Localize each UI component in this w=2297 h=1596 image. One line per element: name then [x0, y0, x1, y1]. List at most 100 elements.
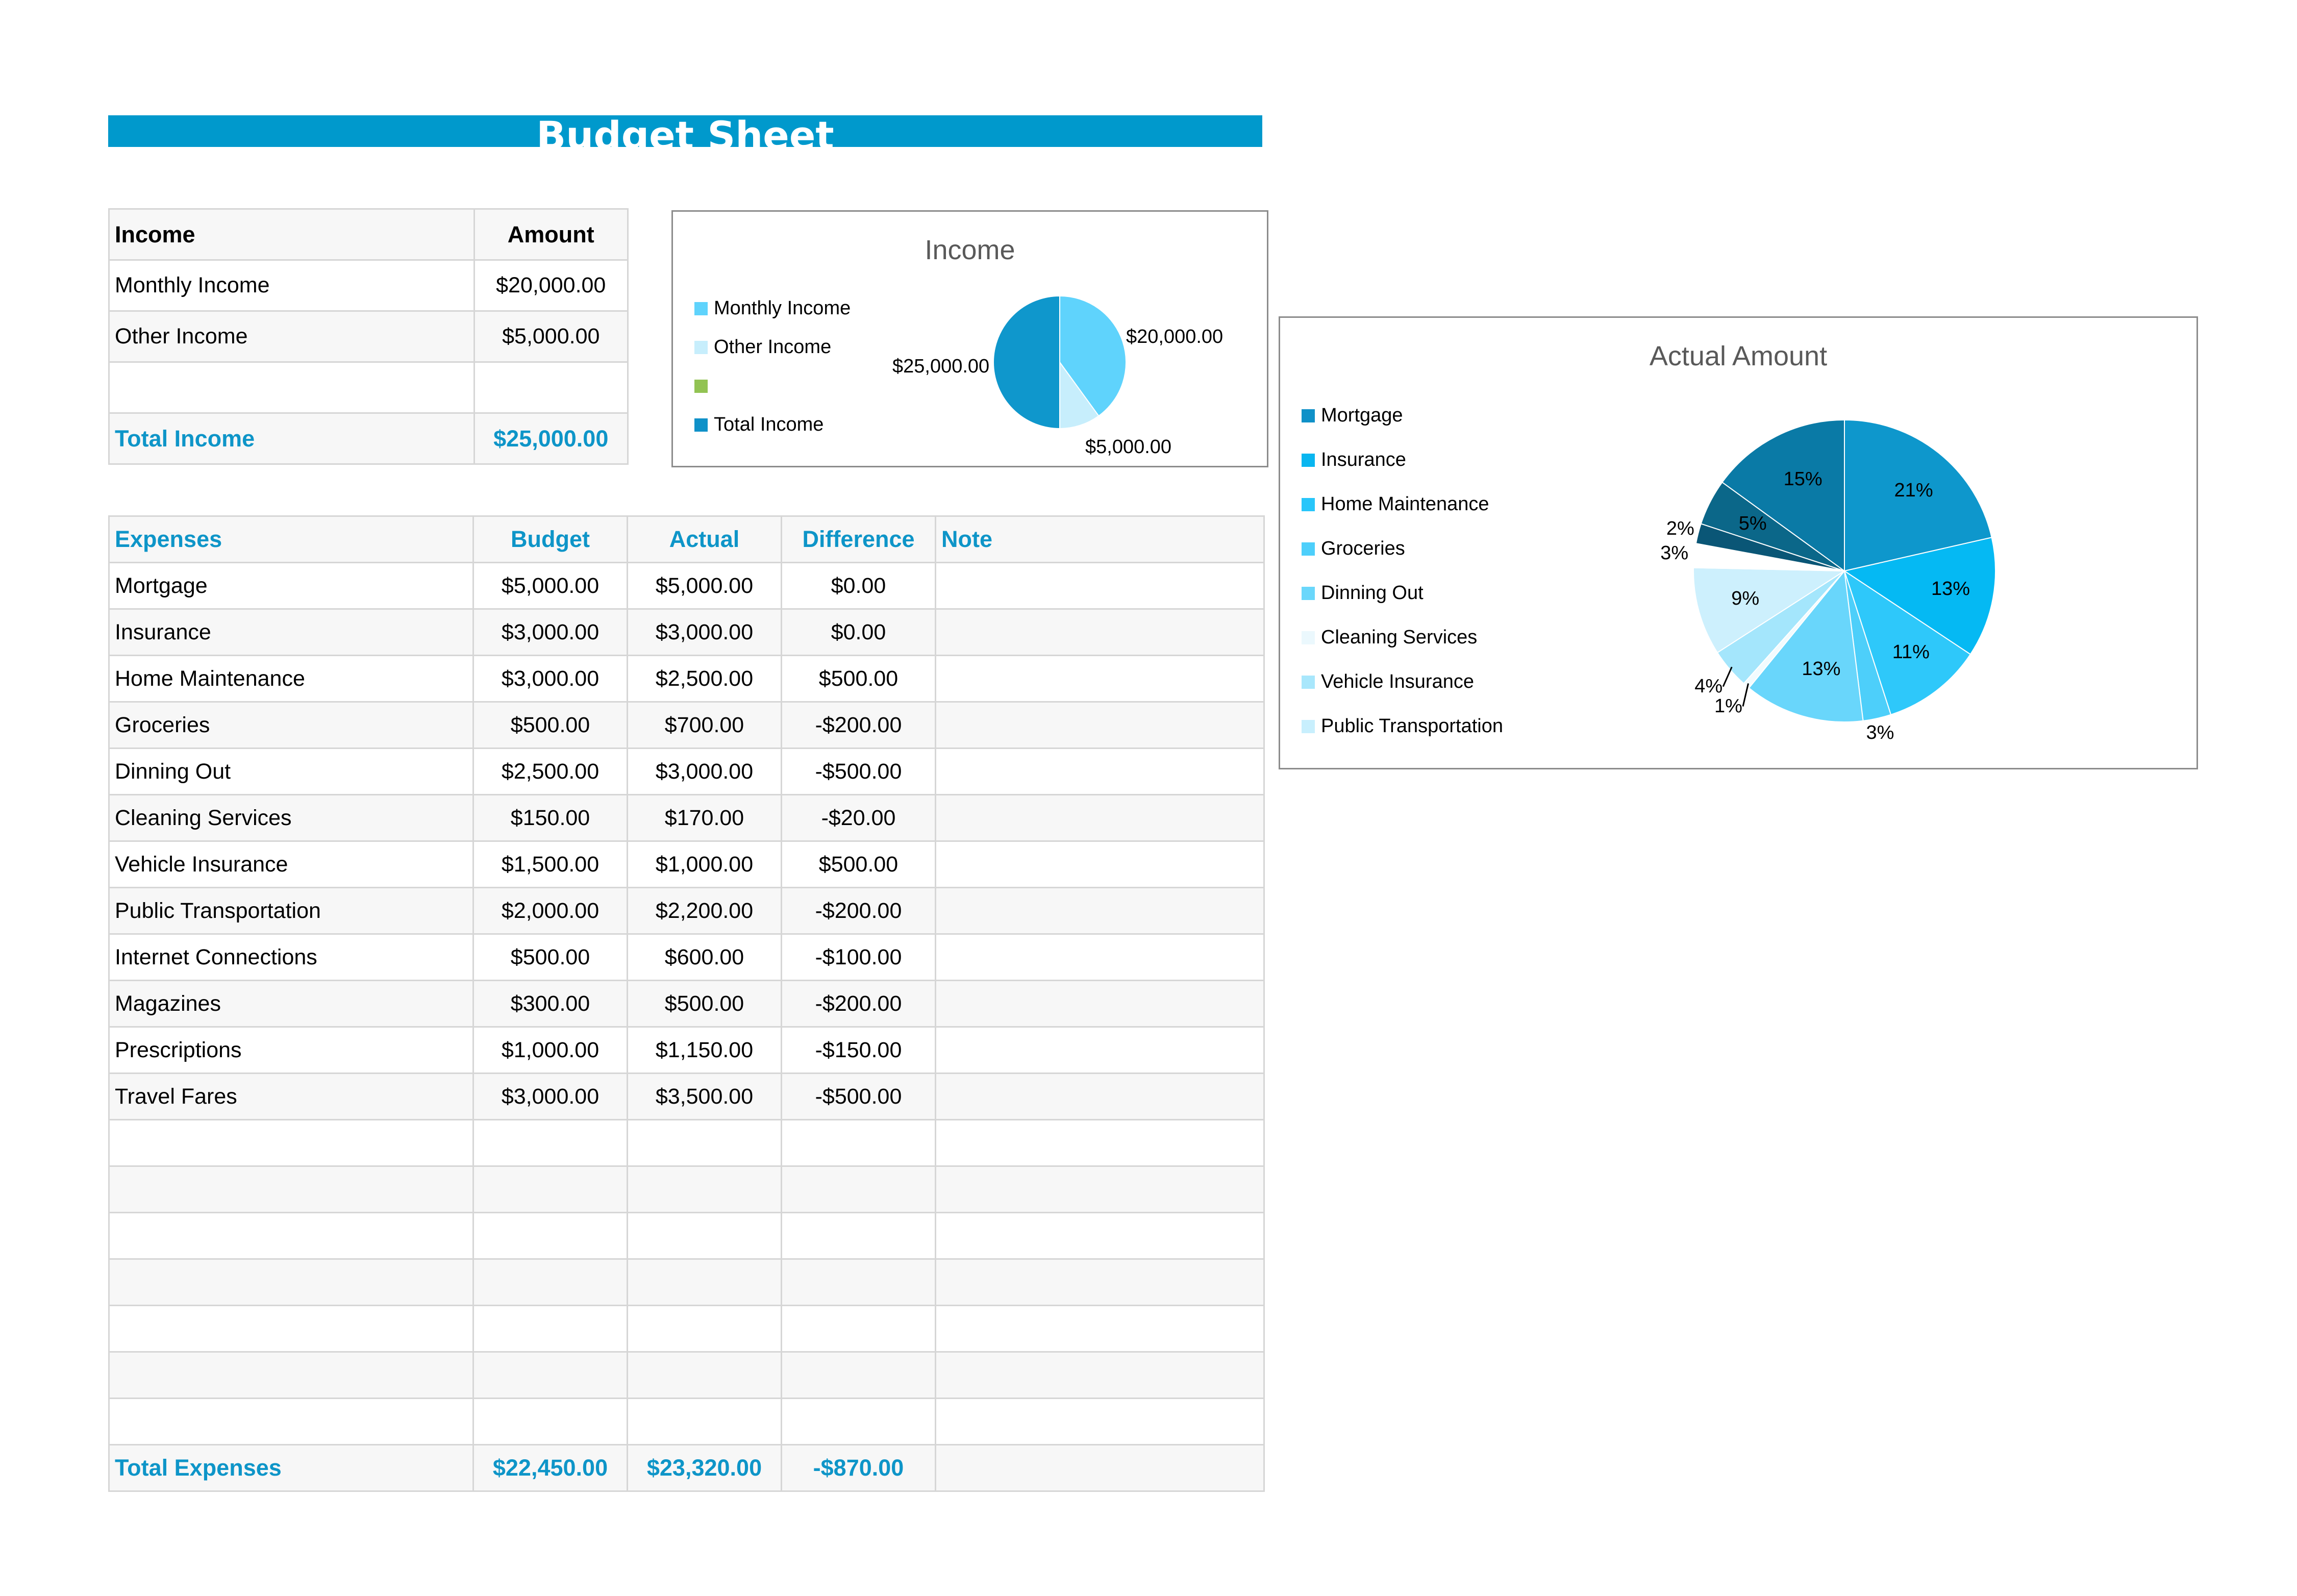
table-cell[interactable]: [935, 933, 1265, 981]
table-cell[interactable]: [472, 1258, 628, 1306]
table-cell[interactable]: $3,000.00: [472, 655, 628, 703]
table-cell[interactable]: [781, 1351, 936, 1399]
table-cell[interactable]: $5,000.00: [627, 562, 782, 610]
table-cell[interactable]: [627, 1398, 782, 1445]
table-cell[interactable]: [935, 840, 1265, 888]
table-cell[interactable]: [108, 1398, 474, 1445]
table-cell[interactable]: $500.00: [781, 655, 936, 703]
table-cell[interactable]: [627, 1165, 782, 1213]
table-cell[interactable]: $2,500.00: [472, 747, 628, 795]
table-cell[interactable]: [781, 1212, 936, 1260]
table-cell[interactable]: $1,150.00: [627, 1026, 782, 1074]
table-cell[interactable]: $500.00: [781, 840, 936, 888]
table-cell[interactable]: [935, 1119, 1265, 1167]
table-cell[interactable]: $5,000.00: [473, 310, 629, 363]
table-cell[interactable]: [108, 1165, 474, 1213]
table-cell[interactable]: [935, 1398, 1265, 1445]
pie-slice[interactable]: [993, 295, 1060, 430]
pie-slice[interactable]: [1843, 569, 1971, 715]
actual-amount-chart[interactable]: Actual Amount Mortgage Insurance Home Main…: [1279, 316, 2198, 769]
table-cell[interactable]: Groceries: [108, 701, 474, 749]
table-cell[interactable]: $0.00: [781, 562, 936, 610]
table-cell[interactable]: $500.00: [627, 980, 782, 1028]
table-cell[interactable]: [108, 1258, 474, 1306]
table-cell[interactable]: Cleaning Services: [108, 794, 474, 842]
total-actual-value[interactable]: $23,320.00: [627, 1444, 782, 1492]
table-cell[interactable]: [935, 1258, 1265, 1306]
pie-slice[interactable]: [1844, 419, 1992, 572]
pie-slice[interactable]: [1843, 537, 1996, 655]
pie-slice[interactable]: [1059, 295, 1127, 417]
total-budget-value[interactable]: $22,450.00: [472, 1444, 628, 1492]
table-cell[interactable]: [935, 655, 1265, 703]
table-cell[interactable]: [781, 1165, 936, 1213]
income-header-cell[interactable]: Income: [108, 208, 475, 261]
table-cell[interactable]: $500.00: [472, 701, 628, 749]
table-cell[interactable]: Mortgage: [108, 562, 474, 610]
table-cell[interactable]: [781, 1119, 936, 1167]
table-cell[interactable]: $500.00: [472, 933, 628, 981]
table-cell[interactable]: Other Income: [108, 310, 475, 363]
pie-slice[interactable]: [1693, 567, 1846, 654]
table-cell[interactable]: Vehicle Insurance: [108, 840, 474, 888]
total-expenses-label[interactable]: Total Expenses: [108, 1444, 474, 1492]
table-cell[interactable]: [935, 701, 1265, 749]
table-cell[interactable]: [627, 1305, 782, 1353]
table-cell[interactable]: [935, 887, 1265, 935]
table-cell[interactable]: Magazines: [108, 980, 474, 1028]
table-cell[interactable]: -$200.00: [781, 887, 936, 935]
table-cell[interactable]: [935, 1073, 1265, 1120]
table-cell[interactable]: [935, 1165, 1265, 1213]
total-income-label[interactable]: Total Income: [108, 412, 475, 465]
table-cell[interactable]: Internet Connections: [108, 933, 474, 981]
table-cell[interactable]: [781, 1398, 936, 1445]
table-cell[interactable]: [935, 980, 1265, 1028]
table-cell[interactable]: $2,200.00: [627, 887, 782, 935]
pie-slice[interactable]: [1721, 419, 1845, 572]
table-cell[interactable]: $2,500.00: [627, 655, 782, 703]
table-cell[interactable]: Prescriptions: [108, 1026, 474, 1074]
table-cell[interactable]: -$200.00: [781, 980, 936, 1028]
table-cell[interactable]: [935, 608, 1265, 656]
table-cell[interactable]: [472, 1212, 628, 1260]
table-cell[interactable]: [781, 1258, 936, 1306]
table-cell[interactable]: $0.00: [781, 608, 936, 656]
table-cell[interactable]: $170.00: [627, 794, 782, 842]
budget-header-cell[interactable]: Budget: [472, 515, 628, 563]
table-cell[interactable]: Insurance: [108, 608, 474, 656]
table-cell[interactable]: -$100.00: [781, 933, 936, 981]
table-cell[interactable]: [108, 1351, 474, 1399]
amount-header-cell[interactable]: Amount: [473, 208, 629, 261]
table-cell[interactable]: -$150.00: [781, 1026, 936, 1074]
table-cell[interactable]: [472, 1351, 628, 1399]
table-cell[interactable]: [935, 1026, 1265, 1074]
table-cell[interactable]: [473, 361, 629, 414]
total-income-value[interactable]: $25,000.00: [473, 412, 629, 465]
table-cell[interactable]: [108, 1305, 474, 1353]
pie-slice[interactable]: [1059, 360, 1100, 430]
table-cell[interactable]: -$20.00: [781, 794, 936, 842]
note-header-cell[interactable]: Note: [935, 515, 1265, 563]
table-cell[interactable]: [108, 1119, 474, 1167]
table-cell[interactable]: [935, 562, 1265, 610]
table-cell[interactable]: -$200.00: [781, 701, 936, 749]
table-cell[interactable]: [472, 1398, 628, 1445]
table-cell[interactable]: [627, 1258, 782, 1306]
table-cell[interactable]: $1,500.00: [472, 840, 628, 888]
table-cell[interactable]: $300.00: [472, 980, 628, 1028]
table-cell[interactable]: [935, 747, 1265, 795]
table-cell[interactable]: $700.00: [627, 701, 782, 749]
table-cell[interactable]: $3,000.00: [472, 1073, 628, 1120]
difference-header-cell[interactable]: Difference: [781, 515, 936, 563]
pie-slice[interactable]: [1748, 569, 1864, 722]
income-chart[interactable]: Income Monthly Income Other Income Total…: [671, 210, 1268, 467]
table-cell[interactable]: [935, 1351, 1265, 1399]
table-cell[interactable]: $1,000.00: [627, 840, 782, 888]
table-cell[interactable]: [472, 1305, 628, 1353]
table-cell[interactable]: [935, 794, 1265, 842]
table-cell[interactable]: [781, 1305, 936, 1353]
table-cell[interactable]: [472, 1119, 628, 1167]
table-cell[interactable]: -$500.00: [781, 1073, 936, 1120]
table-cell[interactable]: [935, 1305, 1265, 1353]
table-cell[interactable]: Public Transportation: [108, 887, 474, 935]
